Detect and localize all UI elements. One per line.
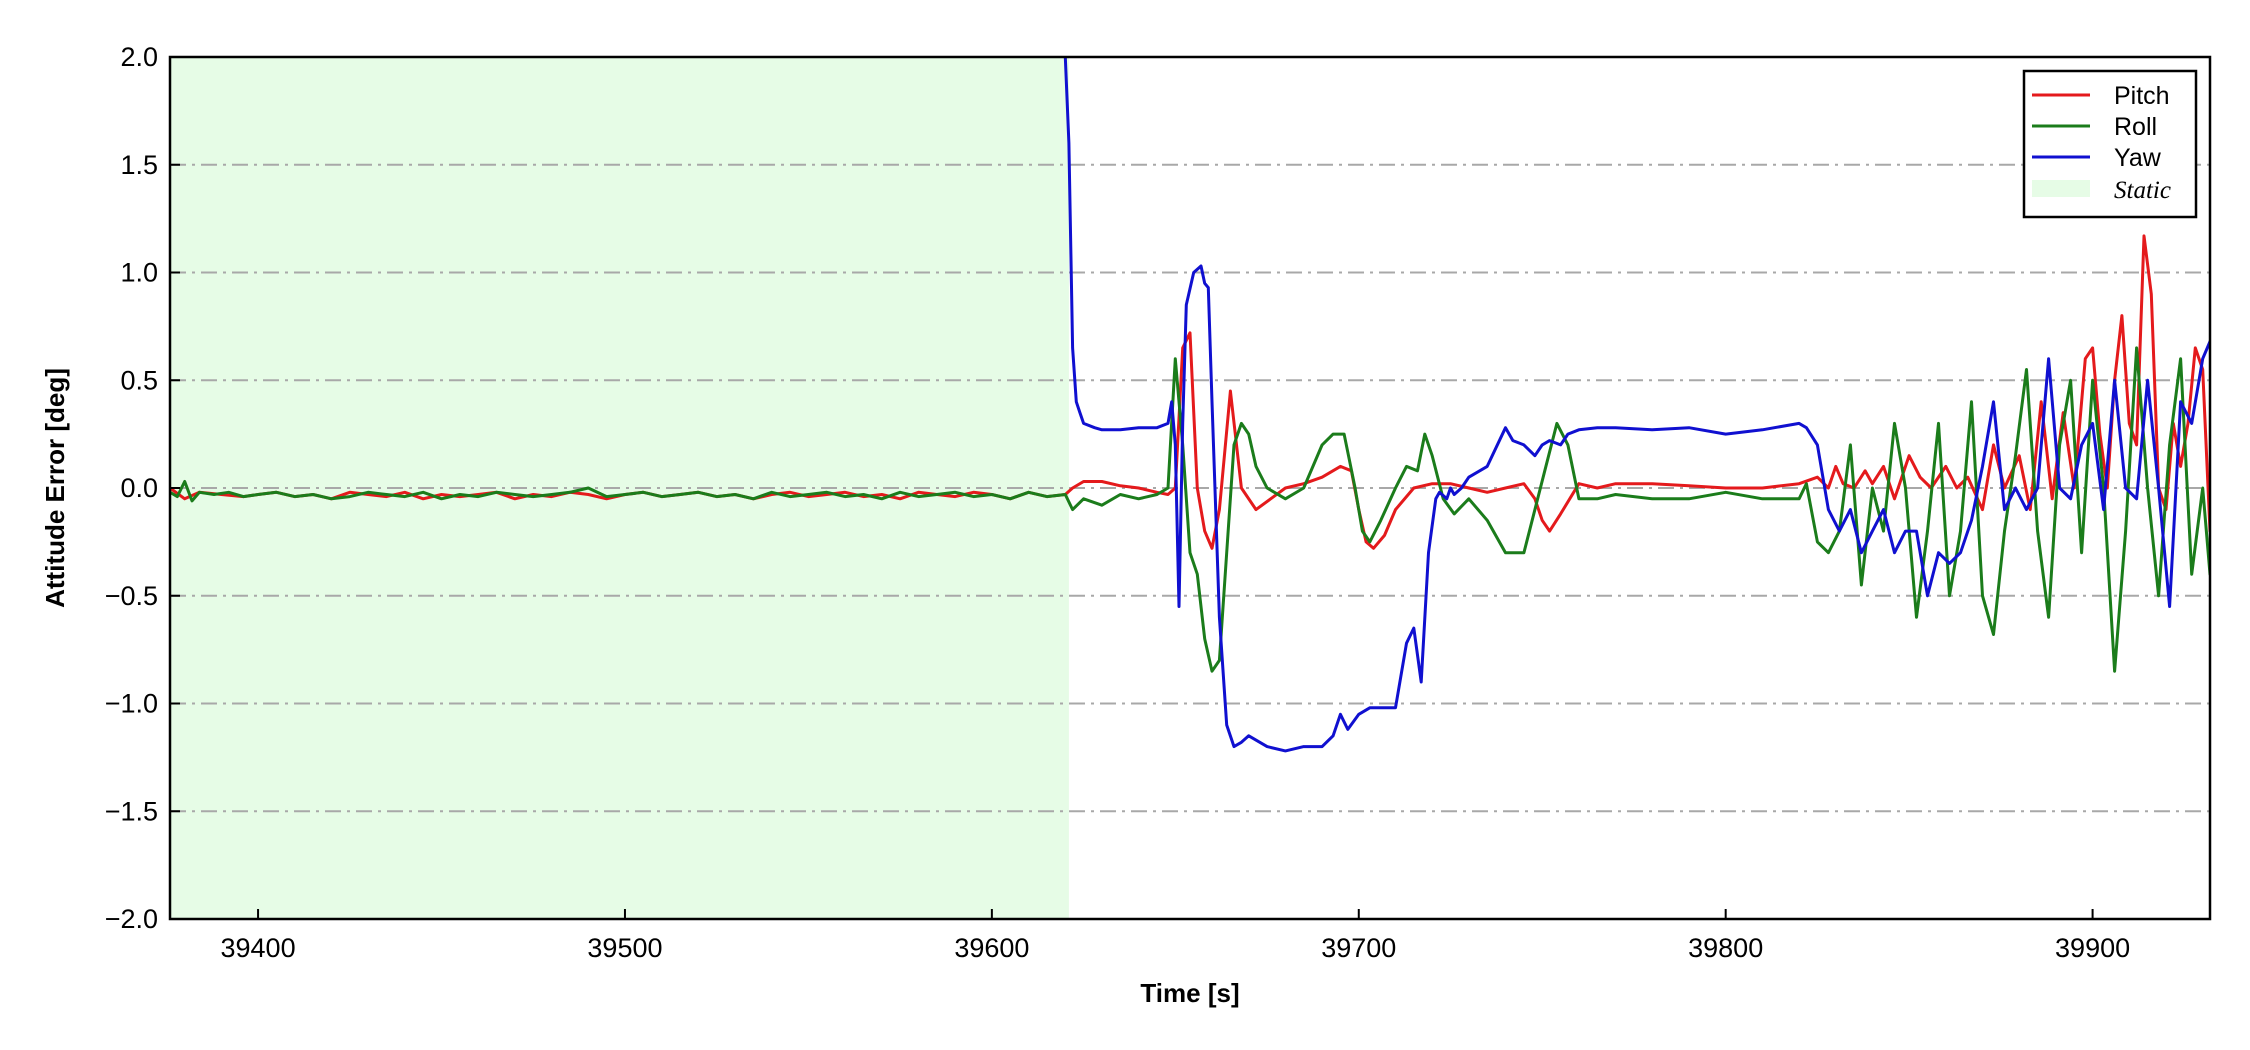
y-axis: 2.0 1.5 1.0 0.5 0.0 −0.5 −1.0 −1.5 −2.0 <box>105 42 180 934</box>
x-axis-label: Time [s] <box>1140 978 1239 1008</box>
y-tick-label: −2.0 <box>105 904 158 934</box>
series-line-pitch <box>170 234 2210 550</box>
y-axis-label: Attitude Error [deg] <box>40 368 70 608</box>
x-tick-label: 39900 <box>2055 933 2130 963</box>
y-tick-label: 0.0 <box>120 473 158 503</box>
series-line-yaw <box>1063 57 2210 753</box>
legend-label-roll: Roll <box>2114 113 2157 141</box>
y-tick-label: 1.0 <box>120 258 158 288</box>
series-line-roll <box>170 346 2210 673</box>
series-layer <box>170 57 2210 753</box>
y-tick-label: −0.5 <box>105 581 158 611</box>
legend-label-pitch: Pitch <box>2114 82 2170 110</box>
legend: Pitch Roll Yaw Static <box>2022 69 2198 219</box>
legend-label-static: Static <box>2114 177 2171 204</box>
y-tick-label: 0.5 <box>120 365 158 395</box>
y-tick-label: −1.5 <box>105 796 158 826</box>
x-tick-label: 39700 <box>1321 933 1396 963</box>
y-tick-label: 2.0 <box>120 42 158 72</box>
y-tick-label: −1.0 <box>105 689 158 719</box>
x-tick-label: 39500 <box>587 933 662 963</box>
legend-swatch-static <box>2032 180 2090 197</box>
x-tick-label: 39400 <box>221 933 296 963</box>
legend-label-yaw: Yaw <box>2114 144 2162 172</box>
x-axis: 39400 39500 39600 39700 39800 39900 <box>221 909 2130 963</box>
x-tick-label: 39800 <box>1688 933 1763 963</box>
y-tick-label: 1.5 <box>120 150 158 180</box>
x-tick-label: 39600 <box>954 933 1029 963</box>
